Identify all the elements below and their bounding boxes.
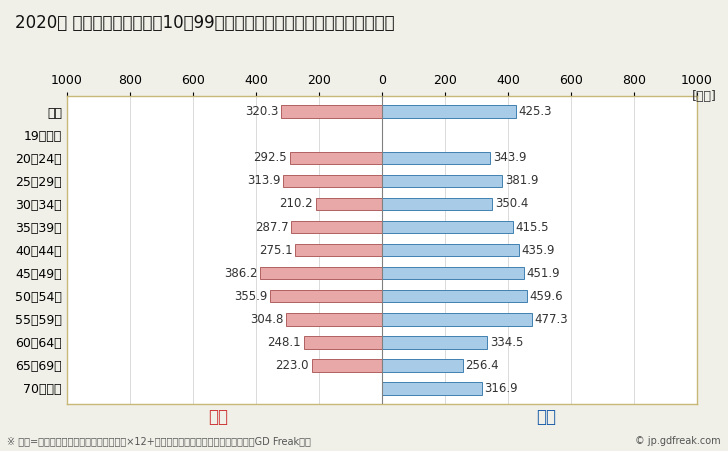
Text: 343.9: 343.9: [493, 152, 526, 164]
Text: 451.9: 451.9: [527, 267, 561, 280]
Text: 386.2: 386.2: [224, 267, 258, 280]
Text: 248.1: 248.1: [268, 336, 301, 349]
Bar: [270, 290, 382, 303]
Text: 459.6: 459.6: [529, 290, 563, 303]
Bar: [312, 359, 382, 372]
Bar: [382, 152, 490, 164]
Text: ※ 年収=『きまって支給する現金給与額』×12+『年間賞与その他特別給与額』としてGD Freak推計: ※ 年収=『きまって支給する現金給与額』×12+『年間賞与その他特別給与額』とし…: [7, 437, 311, 446]
Bar: [304, 336, 382, 349]
Bar: [291, 221, 382, 233]
Text: 425.3: 425.3: [518, 105, 552, 118]
Text: 2020年 民間企業（従業者数10～99人）フルタイム労働者の男女別平均年収: 2020年 民間企業（従業者数10～99人）フルタイム労働者の男女別平均年収: [15, 14, 394, 32]
Bar: [260, 267, 382, 280]
Text: 334.5: 334.5: [490, 336, 523, 349]
Text: 256.4: 256.4: [465, 359, 499, 372]
Bar: [382, 313, 532, 326]
Bar: [382, 106, 516, 118]
Bar: [290, 152, 382, 164]
Bar: [382, 221, 513, 233]
Text: © jp.gdfreak.com: © jp.gdfreak.com: [635, 437, 721, 446]
Text: 477.3: 477.3: [535, 313, 569, 326]
Text: 210.2: 210.2: [280, 198, 313, 211]
Bar: [281, 106, 382, 118]
Text: 316.9: 316.9: [484, 382, 518, 395]
Text: [万円]: [万円]: [692, 90, 717, 103]
Text: 女性: 女性: [208, 408, 229, 426]
Bar: [382, 359, 463, 372]
Text: 292.5: 292.5: [253, 152, 287, 164]
Bar: [283, 175, 382, 187]
Bar: [286, 313, 382, 326]
Text: 304.8: 304.8: [250, 313, 283, 326]
Bar: [382, 198, 492, 210]
Text: 223.0: 223.0: [276, 359, 309, 372]
Text: 381.9: 381.9: [505, 175, 538, 188]
Bar: [382, 382, 482, 395]
Bar: [382, 290, 527, 303]
Text: 320.3: 320.3: [245, 105, 278, 118]
Text: 350.4: 350.4: [495, 198, 529, 211]
Bar: [382, 244, 519, 256]
Text: 287.7: 287.7: [255, 221, 289, 234]
Text: 355.9: 355.9: [234, 290, 267, 303]
Bar: [382, 267, 524, 280]
Text: 男性: 男性: [536, 408, 556, 426]
Bar: [382, 175, 502, 187]
Bar: [316, 198, 382, 210]
Text: 275.1: 275.1: [259, 244, 293, 257]
Text: 415.5: 415.5: [515, 221, 549, 234]
Text: 435.9: 435.9: [522, 244, 555, 257]
Bar: [295, 244, 382, 256]
Text: 313.9: 313.9: [247, 175, 280, 188]
Bar: [382, 336, 487, 349]
